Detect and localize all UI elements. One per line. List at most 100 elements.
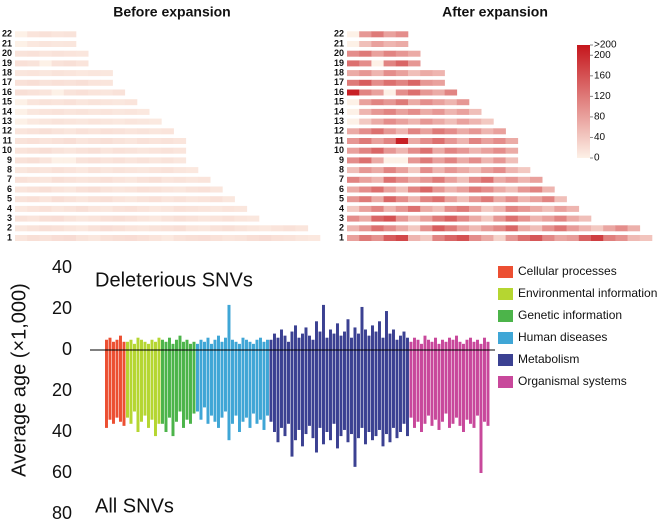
heat-cell xyxy=(39,157,52,164)
heat-cell xyxy=(505,235,519,241)
bar-lower xyxy=(283,350,287,437)
bar-lower xyxy=(308,350,311,426)
heat-cell xyxy=(359,138,372,144)
heat-cell xyxy=(39,176,52,183)
heat-cell xyxy=(456,196,470,203)
bar-upper xyxy=(350,337,353,350)
heat-cell xyxy=(383,41,397,47)
heat-cell xyxy=(124,108,138,115)
heat-cell xyxy=(420,225,433,232)
heat-cell xyxy=(51,176,65,183)
heat-cell xyxy=(100,89,113,96)
heat-cell xyxy=(124,99,138,106)
bar-lower xyxy=(402,350,406,424)
heat-cell xyxy=(161,176,174,183)
heat-cell xyxy=(347,215,360,222)
heat-cell xyxy=(420,89,433,96)
bar-upper xyxy=(255,339,259,350)
heat-cell xyxy=(15,60,28,67)
heat-cell xyxy=(432,70,445,77)
heat-cell xyxy=(161,225,174,232)
legend-label: Human diseases xyxy=(518,330,607,344)
heat-cell xyxy=(15,50,28,57)
heat-cell xyxy=(542,196,555,203)
row-label: 17 xyxy=(2,77,12,87)
bar-lower xyxy=(234,350,238,416)
heat-cell xyxy=(347,235,360,241)
heat-cell xyxy=(542,225,555,232)
bar-upper xyxy=(140,339,143,350)
bar-upper xyxy=(367,335,371,350)
heat-cell xyxy=(456,138,470,144)
y-tick-label: 80 xyxy=(52,503,72,523)
heat-cell xyxy=(88,167,101,174)
row-label: 11 xyxy=(2,135,12,145)
heat-cell xyxy=(408,118,421,125)
heat-cell xyxy=(591,225,604,232)
heat-cell xyxy=(383,147,397,154)
bar-upper xyxy=(161,339,164,350)
heat-cell xyxy=(359,128,372,135)
heat-cell xyxy=(493,147,506,154)
bar-upper xyxy=(150,339,154,350)
heat-cell xyxy=(481,128,494,135)
bar-upper xyxy=(434,337,437,350)
heat-cell xyxy=(124,138,138,144)
heat-cell xyxy=(347,138,360,144)
heat-cell xyxy=(173,235,187,241)
heat-cell xyxy=(420,99,433,106)
heat-cell xyxy=(112,225,126,232)
heat-cell xyxy=(27,186,40,193)
heat-cell xyxy=(161,196,174,203)
y-tick-label: 60 xyxy=(52,462,72,482)
heat-cell xyxy=(359,60,372,67)
bar-upper xyxy=(409,341,413,350)
heat-cell xyxy=(100,147,113,154)
bar-lower xyxy=(423,350,427,424)
bar-upper xyxy=(402,331,406,350)
row-label: 7 xyxy=(7,174,12,184)
heat-cell xyxy=(432,205,445,212)
heat-cell xyxy=(383,89,397,96)
heat-cell xyxy=(39,31,52,38)
heat-cell xyxy=(210,215,223,222)
row-label: 20 xyxy=(2,48,12,58)
heat-cell xyxy=(408,225,421,232)
heat-cell xyxy=(185,205,199,212)
row-label: 4 xyxy=(339,203,344,213)
heat-cell xyxy=(149,225,162,232)
heat-cell xyxy=(469,186,482,193)
bar-lower xyxy=(395,350,399,439)
heat-cell xyxy=(383,70,397,77)
bar-lower xyxy=(479,350,483,473)
bar-lower xyxy=(199,350,203,420)
row-label: 3 xyxy=(7,213,12,223)
heat-cell xyxy=(444,157,458,164)
bar-upper xyxy=(378,321,381,350)
heat-cell xyxy=(444,89,458,96)
heat-cell xyxy=(137,147,150,154)
bar-upper xyxy=(206,337,210,350)
bar-upper xyxy=(238,343,241,350)
bar-lower xyxy=(374,350,378,437)
heat-cell xyxy=(88,196,101,203)
heat-cell xyxy=(639,235,653,241)
heat-cell xyxy=(27,176,40,183)
colorbar xyxy=(577,45,590,158)
heat-cell xyxy=(88,99,101,106)
row-label: 9 xyxy=(7,155,12,165)
heat-cell xyxy=(173,157,187,164)
heat-cell xyxy=(76,186,89,193)
heat-cell xyxy=(469,157,482,164)
heat-cell xyxy=(112,196,126,203)
heat-cell xyxy=(63,41,77,47)
bar-lower xyxy=(147,350,150,428)
heat-cell xyxy=(395,157,409,164)
heat-cell xyxy=(371,128,384,135)
heat-cell xyxy=(161,167,174,174)
heat-cell xyxy=(112,147,126,154)
heat-cell xyxy=(27,235,40,241)
row-label: 17 xyxy=(334,77,344,87)
heat-cell xyxy=(383,138,397,144)
heat-cell xyxy=(39,225,52,232)
